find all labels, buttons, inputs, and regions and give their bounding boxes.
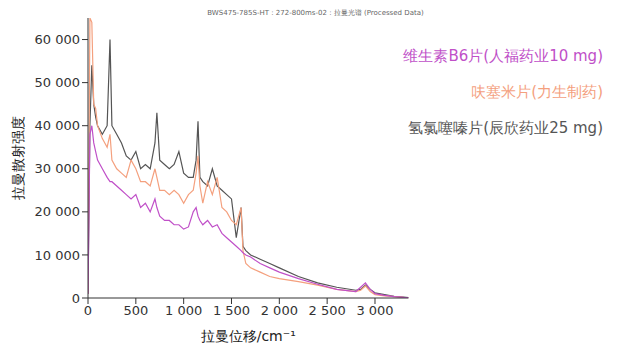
svg-text:20 000: 20 000 [35,204,81,219]
svg-text:0: 0 [72,291,80,306]
svg-text:3 000: 3 000 [356,303,393,318]
html-text:氢氯噻嗪片(辰欣药业25 mg): 氢氯噻嗪片(辰欣药业25 mg) [408,119,603,137]
svg-text:0: 0 [84,303,92,318]
svg-text:50 000: 50 000 [35,75,81,90]
svg-text:拉曼散射强度: 拉曼散射强度 [10,116,26,200]
svg-text:60 000: 60 000 [35,32,81,47]
svg-text:2 000: 2 000 [261,303,298,318]
svg-text:1 000: 1 000 [165,303,202,318]
svg-text:1 500: 1 500 [213,303,250,318]
svg-text:40 000: 40 000 [35,118,81,133]
svg-text:10 000: 10 000 [35,248,81,263]
svg-text:500: 500 [123,303,148,318]
svg-text:2 500: 2 500 [309,303,346,318]
html-text:BWS475-785S-HT : 272-800ms-02: BWS475-785S-HT : 272-800ms-02 : 拉曼光谱 (Pr… [207,9,424,17]
html-text:呋塞米片(力生制药): 呋塞米片(力生制药) [471,83,603,101]
html-text:维生素B6片(人福药业10 mg): 维生素B6片(人福药业10 mg) [403,47,603,65]
svg-text:30 000: 30 000 [35,161,81,176]
svg-text:拉曼位移/cm⁻¹: 拉曼位移/cm⁻¹ [201,328,296,344]
